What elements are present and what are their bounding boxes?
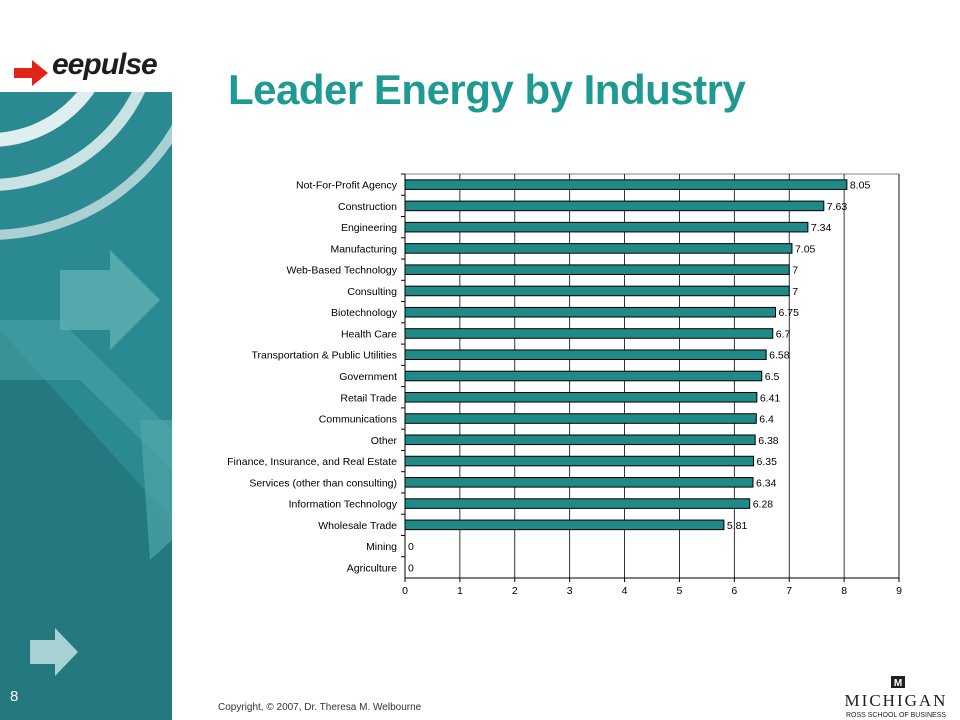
value-label: 6.4 xyxy=(759,414,774,426)
category-label: Other xyxy=(371,435,398,447)
page-number: 8 xyxy=(10,688,19,705)
bar xyxy=(404,455,755,467)
eepulse-logo: eepulse xyxy=(52,48,158,81)
value-label: 6.7 xyxy=(776,328,791,340)
value-label: 6.35 xyxy=(757,456,778,468)
category-label: Transportation & Public Utilities xyxy=(251,350,397,362)
x-tick-label: 9 xyxy=(896,585,902,597)
value-label: 6.38 xyxy=(758,435,779,447)
value-label: 7.34 xyxy=(811,222,832,234)
bar xyxy=(404,413,757,424)
bar xyxy=(404,434,756,446)
bar-chart: 0 1 2 3 4 5 6 7 8 9 Not-For-Profit Agency 8.05 Const… xyxy=(227,173,902,597)
bar xyxy=(404,349,767,361)
bar xyxy=(404,179,848,190)
chart-bars xyxy=(404,179,848,531)
x-tick-label: 3 xyxy=(567,585,573,597)
category-label: Biotechnology xyxy=(331,307,398,319)
category-label: Web-Based Technology xyxy=(286,265,397,277)
category-label: Agriculture xyxy=(347,562,397,574)
value-label: 6.5 xyxy=(765,371,780,383)
x-tick-label: 8 xyxy=(841,585,847,597)
category-label: Finance, Insurance, and Real Estate xyxy=(227,456,397,468)
bar xyxy=(404,243,793,254)
bar xyxy=(404,370,763,382)
bar xyxy=(404,498,751,509)
category-label: Mining xyxy=(366,541,397,553)
value-label: 7 xyxy=(792,265,798,277)
bar xyxy=(404,221,809,233)
bar xyxy=(404,264,790,275)
bar xyxy=(404,519,725,531)
value-label: 6.28 xyxy=(753,499,774,511)
chart-labels: 0 1 2 3 4 5 6 7 8 9 Not-For-Profit Agency 8.05 Const… xyxy=(227,180,902,597)
category-label: Health Care xyxy=(341,328,397,340)
value-label: 6.58 xyxy=(769,350,790,362)
category-label: Construction xyxy=(338,201,397,213)
bar xyxy=(404,200,825,212)
value-label: 6.41 xyxy=(760,392,781,404)
x-tick-label: 7 xyxy=(786,585,792,597)
category-label: Not-For-Profit Agency xyxy=(296,180,398,192)
x-tick-label: 2 xyxy=(512,585,518,597)
copyright-text: Copyright, © 2007, Dr. Theresa M. Welbou… xyxy=(218,702,422,713)
value-label: 0 xyxy=(408,562,414,574)
value-label: 5.81 xyxy=(727,520,748,532)
michigan-ross-logo: M MICHIGAN ROSS SCHOOL OF BUSINESS xyxy=(845,676,948,719)
category-label: Consulting xyxy=(347,286,397,298)
category-label: Information Technology xyxy=(289,499,398,511)
value-label: 0 xyxy=(408,541,414,553)
category-label: Engineering xyxy=(341,222,397,234)
bar xyxy=(404,391,758,403)
michigan-subtitle: ROSS SCHOOL OF BUSINESS xyxy=(846,712,946,719)
category-label: Retail Trade xyxy=(340,392,397,404)
value-label: 6.34 xyxy=(756,477,777,489)
michigan-name: MICHIGAN xyxy=(845,691,948,710)
x-tick-label: 1 xyxy=(457,585,463,597)
logo-arrow-icon xyxy=(14,60,48,86)
category-label: Manufacturing xyxy=(330,243,397,255)
bar xyxy=(404,306,776,318)
bar xyxy=(404,285,790,297)
value-label: 6.75 xyxy=(779,307,800,319)
sidebar-pattern xyxy=(0,0,172,720)
x-tick-label: 4 xyxy=(622,585,628,597)
michigan-mark: M xyxy=(894,678,902,689)
decorative-sidebar: eepulse 8 xyxy=(0,0,172,720)
value-label: 7.05 xyxy=(795,243,816,255)
bar xyxy=(404,328,774,339)
value-label: 8.05 xyxy=(850,180,871,192)
category-label: Government xyxy=(339,371,397,383)
category-label: Services (other than consulting) xyxy=(249,477,397,489)
bar xyxy=(404,477,754,488)
slide-title: Leader Energy by Industry xyxy=(228,66,746,113)
value-label: 7 xyxy=(792,286,798,298)
value-label: 7.63 xyxy=(827,201,848,213)
category-label: Wholesale Trade xyxy=(318,520,397,532)
x-tick-label: 5 xyxy=(677,585,683,597)
x-tick-label: 6 xyxy=(731,585,737,597)
category-label: Communications xyxy=(319,414,397,426)
logo-area: eepulse xyxy=(0,0,172,92)
x-tick-label: 0 xyxy=(402,585,408,597)
